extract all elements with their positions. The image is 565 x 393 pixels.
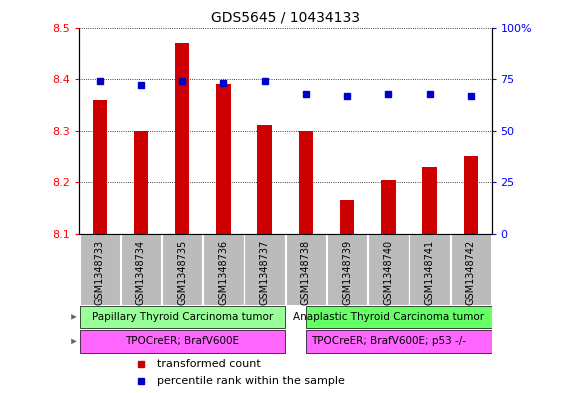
Text: GSM1348737: GSM1348737 — [260, 239, 270, 305]
Bar — [245, 234, 285, 305]
Bar — [381, 180, 395, 234]
Text: GSM1348739: GSM1348739 — [342, 239, 352, 305]
Text: percentile rank within the sample: percentile rank within the sample — [158, 376, 345, 386]
Bar — [80, 306, 285, 328]
Text: Papillary Thyroid Carcinoma tumor: Papillary Thyroid Carcinoma tumor — [92, 312, 273, 322]
Bar — [93, 100, 107, 234]
Bar — [299, 130, 313, 234]
Text: tissue: tissue — [0, 312, 1, 322]
Text: GSM1348734: GSM1348734 — [136, 239, 146, 305]
Text: GSM1348742: GSM1348742 — [466, 239, 476, 305]
Text: GSM1348733: GSM1348733 — [95, 239, 105, 305]
Text: TPOCreER; BrafV600E; p53 -/-: TPOCreER; BrafV600E; p53 -/- — [311, 336, 466, 346]
Bar — [340, 200, 354, 234]
Text: GSM1348741: GSM1348741 — [425, 239, 434, 305]
Bar — [306, 330, 512, 353]
Bar — [451, 234, 491, 305]
Bar — [121, 234, 161, 305]
Bar — [175, 43, 189, 234]
Bar — [423, 167, 437, 234]
Text: TPOCreER; BrafV600E: TPOCreER; BrafV600E — [125, 336, 239, 346]
Text: GSM1348736: GSM1348736 — [219, 239, 228, 305]
Text: GSM1348735: GSM1348735 — [177, 239, 187, 305]
Bar — [327, 234, 367, 305]
Title: GDS5645 / 10434133: GDS5645 / 10434133 — [211, 11, 360, 25]
Bar — [410, 234, 450, 305]
Bar — [258, 125, 272, 234]
Bar — [464, 156, 478, 234]
Bar — [162, 234, 202, 305]
Bar — [368, 234, 408, 305]
Text: genotype/variation: genotype/variation — [0, 336, 1, 346]
Text: GSM1348740: GSM1348740 — [384, 239, 393, 305]
Bar — [216, 84, 231, 234]
Text: GSM1348738: GSM1348738 — [301, 239, 311, 305]
Bar — [203, 234, 244, 305]
Bar — [286, 234, 326, 305]
Bar — [80, 330, 285, 353]
Text: transformed count: transformed count — [158, 358, 261, 369]
Bar — [134, 130, 148, 234]
Bar — [80, 234, 120, 305]
Bar — [306, 306, 512, 328]
Text: Anaplastic Thyroid Carcinoma tumor: Anaplastic Thyroid Carcinoma tumor — [293, 312, 484, 322]
